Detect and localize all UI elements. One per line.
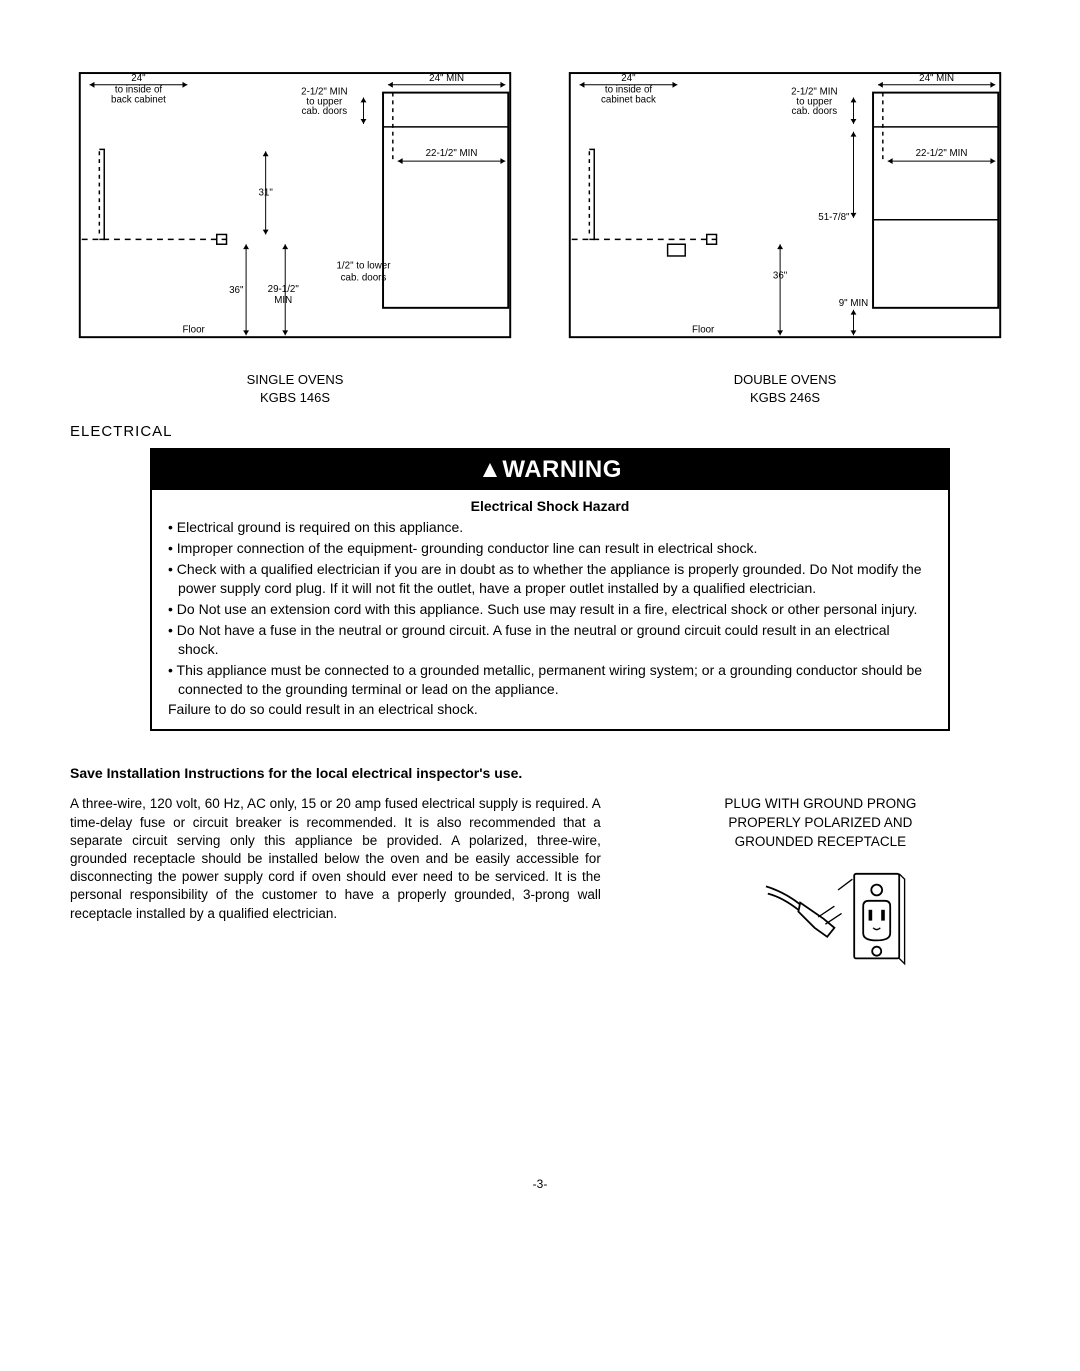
- plug-title: PLUG WITH GROUND PRONG PROPERLY POLARIZE…: [631, 795, 1010, 852]
- svg-text:24": 24": [621, 73, 636, 84]
- electrical-paragraph: A three-wire, 120 volt, 60 Hz, AC only, …: [70, 795, 601, 977]
- warning-item: • Do Not have a fuse in the neutral or g…: [168, 621, 932, 659]
- warning-list: • Electrical ground is required on this …: [152, 518, 948, 729]
- svg-text:36": 36": [773, 270, 788, 281]
- svg-text:1/2" to lower: 1/2" to lower: [337, 261, 392, 272]
- svg-text:51-7/8": 51-7/8": [818, 212, 850, 223]
- warning-failure: Failure to do so could result in an elec…: [168, 700, 932, 719]
- warning-item: • Electrical ground is required on this …: [168, 518, 932, 537]
- svg-text:24" MIN: 24" MIN: [919, 73, 954, 84]
- warning-header: ▲WARNING: [152, 450, 948, 490]
- caption-line: DOUBLE OVENS: [734, 372, 837, 387]
- caption-line: SINGLE OVENS: [247, 372, 344, 387]
- svg-text:back cabinet: back cabinet: [111, 94, 166, 105]
- svg-text:24": 24": [131, 73, 146, 84]
- caption-line: KGBS 246S: [750, 390, 820, 405]
- svg-text:MIN: MIN: [274, 295, 292, 306]
- plug-receptacle-icon: [730, 862, 910, 972]
- save-instructions-note: Save Installation Instructions for the l…: [70, 765, 1010, 781]
- bottom-row: A three-wire, 120 volt, 60 Hz, AC only, …: [70, 795, 1010, 977]
- single-oven-svg: 24" to inside of back cabinet 24" MIN 2-…: [70, 60, 520, 360]
- svg-text:31": 31": [258, 187, 273, 198]
- svg-text:29-1/2": 29-1/2": [268, 284, 300, 295]
- plug-title-line: GROUNDED RECEPTACLE: [735, 834, 907, 849]
- svg-text:9" MIN: 9" MIN: [839, 298, 869, 309]
- caption-line: KGBS 146S: [260, 390, 330, 405]
- page-number: -3-: [70, 1177, 1010, 1191]
- warning-subhead: Electrical Shock Hazard: [152, 490, 948, 518]
- warning-item: • This appliance must be connected to a …: [168, 661, 932, 699]
- warning-item: • Improper connection of the equipment- …: [168, 539, 932, 558]
- double-oven-caption: DOUBLE OVENS KGBS 246S: [560, 371, 1010, 407]
- single-oven-diagram: 24" to inside of back cabinet 24" MIN 2-…: [70, 60, 520, 407]
- plug-title-line: PROPERLY POLARIZED AND: [728, 815, 912, 830]
- warning-item: • Do Not use an extension cord with this…: [168, 600, 932, 619]
- svg-text:24" MIN: 24" MIN: [429, 73, 464, 84]
- double-oven-diagram: 24" to inside of cabinet back 24" MIN 2-…: [560, 60, 1010, 407]
- warning-box: ▲WARNING Electrical Shock Hazard • Elect…: [150, 448, 950, 731]
- svg-text:22-1/2" MIN: 22-1/2" MIN: [916, 148, 968, 159]
- svg-text:22-1/2" MIN: 22-1/2" MIN: [426, 148, 478, 159]
- svg-text:Floor: Floor: [692, 324, 715, 335]
- svg-text:cabinet back: cabinet back: [601, 94, 656, 105]
- plug-title-line: PLUG WITH GROUND PRONG: [724, 796, 916, 811]
- svg-text:cab. doors: cab. doors: [792, 106, 838, 117]
- warning-item: • Check with a qualified electrician if …: [168, 560, 932, 598]
- svg-text:36": 36": [229, 285, 244, 296]
- plug-column: PLUG WITH GROUND PRONG PROPERLY POLARIZE…: [631, 795, 1010, 977]
- double-oven-svg: 24" to inside of cabinet back 24" MIN 2-…: [560, 60, 1010, 360]
- section-title-electrical: ELECTRICAL: [70, 423, 1010, 440]
- svg-text:cab. doors: cab. doors: [302, 106, 348, 117]
- svg-text:Floor: Floor: [183, 324, 206, 335]
- diagrams-row: 24" to inside of back cabinet 24" MIN 2-…: [70, 60, 1010, 407]
- single-oven-caption: SINGLE OVENS KGBS 146S: [70, 371, 520, 407]
- svg-text:cab. doors: cab. doors: [341, 272, 387, 283]
